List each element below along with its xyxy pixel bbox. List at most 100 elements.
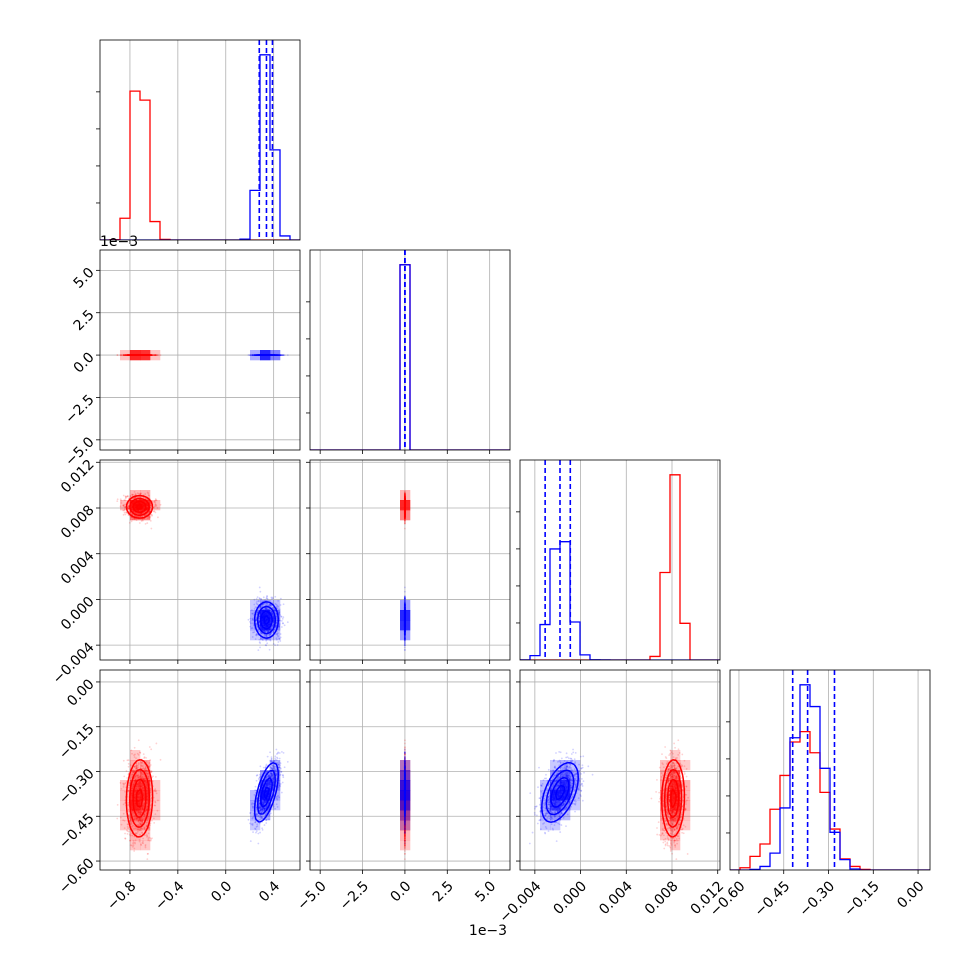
red-point [151, 514, 153, 517]
blue-point [258, 621, 261, 624]
red-point [148, 517, 151, 520]
red-point [125, 354, 128, 357]
red-point [134, 496, 137, 499]
blue-point [256, 354, 259, 357]
blue-point [259, 642, 262, 645]
blue-point [274, 354, 277, 357]
red-point [125, 354, 128, 356]
blue-point [279, 604, 282, 606]
red-point [123, 509, 126, 512]
red-point [150, 504, 152, 507]
blue-point [256, 354, 259, 357]
blue-point [252, 354, 255, 357]
blue-point [278, 354, 280, 357]
blue-point [272, 354, 274, 357]
red-point [154, 499, 157, 502]
red-point [139, 493, 142, 495]
blue-point [256, 612, 259, 614]
red-point [126, 495, 129, 497]
blue-point [259, 590, 262, 593]
blue-point [254, 354, 257, 356]
blue-point [258, 354, 261, 357]
blue-point [281, 619, 283, 622]
red-point [124, 506, 127, 508]
red-point [154, 354, 157, 356]
blue-point [270, 354, 273, 357]
blue-point [257, 354, 260, 357]
blue-point [271, 354, 273, 357]
red-point [142, 511, 145, 514]
blue-point [253, 354, 256, 356]
blue-point [282, 616, 285, 619]
blue-contour [259, 610, 274, 630]
red-point [124, 354, 127, 356]
blue-point [270, 354, 273, 357]
red-point [153, 505, 156, 508]
blue-point [258, 354, 261, 357]
blue-point [271, 354, 274, 357]
red-point [156, 354, 159, 357]
blue-point [275, 603, 278, 606]
red-point [146, 517, 149, 520]
blue-point [254, 354, 256, 357]
blue-point [275, 354, 278, 357]
blue-point [257, 354, 260, 357]
blue-point [273, 354, 276, 357]
blue-point [259, 605, 262, 608]
blue-point [270, 354, 273, 357]
blue-density-cell [250, 630, 261, 641]
red-point [120, 502, 123, 504]
blue-point [272, 621, 275, 624]
blue-point [277, 354, 280, 357]
blue-point [257, 354, 260, 356]
blue-point [276, 354, 279, 357]
blue-point [273, 354, 276, 357]
red-point [142, 511, 144, 514]
blue-density-cell [250, 350, 261, 361]
blue-density-cell [250, 600, 261, 611]
blue-point [277, 354, 279, 357]
blue-point [275, 638, 278, 641]
red-point [152, 510, 155, 513]
y-tick-label: 0.000 [58, 594, 98, 634]
blue-point [257, 354, 260, 357]
blue-point [253, 354, 256, 357]
blue-point [271, 354, 273, 357]
blue-point [270, 354, 273, 357]
blue-point [263, 635, 266, 638]
red-point [127, 507, 130, 510]
red-point [403, 493, 406, 496]
blue-point [270, 354, 273, 357]
red-point [128, 509, 130, 512]
blue-point [266, 597, 268, 600]
red-point [144, 493, 147, 495]
blue-point [274, 644, 276, 647]
blue-density-cell [260, 610, 271, 621]
blue-point [270, 354, 272, 357]
red-point [155, 354, 157, 357]
blue-point [278, 608, 281, 611]
blue-point [270, 354, 272, 357]
blue-point [277, 354, 279, 357]
blue-point [272, 354, 275, 357]
blue-point [264, 630, 267, 633]
red-point [127, 505, 130, 508]
red-point [122, 354, 125, 357]
blue-point [272, 354, 275, 357]
blue-point [270, 354, 273, 357]
blue-point [259, 646, 261, 649]
blue-point [273, 354, 276, 357]
blue-point [255, 354, 257, 357]
blue-point [256, 354, 259, 357]
blue-point [281, 354, 284, 357]
blue-point [260, 632, 263, 635]
blue-point [251, 617, 254, 620]
red-point [151, 354, 153, 356]
blue-point [258, 615, 261, 618]
blue-point [270, 354, 273, 357]
red-point [154, 354, 157, 357]
blue-contour [256, 605, 277, 635]
red-point [403, 517, 406, 520]
blue-point [278, 354, 281, 357]
blue-point [282, 354, 284, 357]
